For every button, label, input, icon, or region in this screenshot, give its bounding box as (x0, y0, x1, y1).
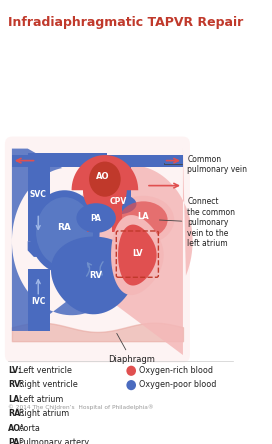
Text: Right ventricle: Right ventricle (19, 381, 78, 389)
Text: IVC: IVC (31, 297, 45, 306)
Text: Aorta: Aorta (19, 424, 41, 432)
Polygon shape (111, 215, 164, 295)
Text: Right atrium: Right atrium (19, 409, 69, 418)
Text: AO: AO (95, 172, 109, 181)
Text: RA: RA (58, 223, 72, 232)
Text: Diaphragm: Diaphragm (108, 333, 155, 364)
Ellipse shape (83, 165, 127, 216)
FancyBboxPatch shape (5, 137, 190, 362)
Ellipse shape (36, 197, 93, 267)
Polygon shape (112, 190, 122, 232)
Polygon shape (70, 149, 193, 355)
Ellipse shape (113, 196, 174, 244)
Circle shape (126, 380, 136, 390)
Text: RV:: RV: (8, 381, 24, 389)
Ellipse shape (100, 194, 137, 214)
Text: LA:: LA: (8, 395, 23, 404)
Polygon shape (36, 155, 164, 167)
Text: LA: LA (138, 212, 149, 221)
Text: Common
pulmonary vein: Common pulmonary vein (164, 155, 247, 174)
Text: Pulmonary artery: Pulmonary artery (19, 438, 89, 444)
Polygon shape (28, 241, 50, 257)
Text: SVC: SVC (30, 190, 47, 199)
Text: AO:: AO: (8, 424, 25, 432)
Polygon shape (72, 155, 138, 190)
Polygon shape (118, 225, 157, 285)
Polygon shape (12, 155, 36, 167)
Polygon shape (28, 269, 50, 331)
Text: Left ventricle: Left ventricle (19, 366, 72, 375)
Text: © 2014 The Children’s  Hospital of Philadelphia®: © 2014 The Children’s Hospital of Philad… (8, 404, 154, 410)
Polygon shape (87, 190, 98, 232)
Polygon shape (28, 153, 50, 241)
Text: RV: RV (89, 271, 103, 280)
Polygon shape (12, 149, 131, 331)
Polygon shape (51, 237, 136, 314)
Polygon shape (164, 155, 183, 167)
Text: Oxygen-poor blood: Oxygen-poor blood (139, 381, 217, 389)
Text: CPV: CPV (109, 197, 127, 206)
Text: LV:: LV: (8, 366, 21, 375)
Text: LV: LV (132, 249, 143, 258)
Text: Left atrium: Left atrium (19, 395, 63, 404)
Text: Infradiaphragmatic TAPVR Repair: Infradiaphragmatic TAPVR Repair (8, 16, 244, 29)
Text: PA:: PA: (8, 438, 23, 444)
Text: Oxygen-rich blood: Oxygen-rich blood (139, 366, 213, 375)
Ellipse shape (119, 202, 168, 238)
Ellipse shape (76, 203, 116, 233)
Text: Connect
the common
pulmonary
vein to the
left atrium: Connect the common pulmonary vein to the… (159, 197, 235, 248)
Polygon shape (105, 167, 131, 199)
Ellipse shape (29, 190, 100, 274)
Circle shape (126, 366, 136, 376)
Polygon shape (28, 153, 107, 161)
Text: PA: PA (91, 214, 101, 222)
Text: RA:: RA: (8, 409, 24, 418)
Ellipse shape (89, 162, 121, 197)
